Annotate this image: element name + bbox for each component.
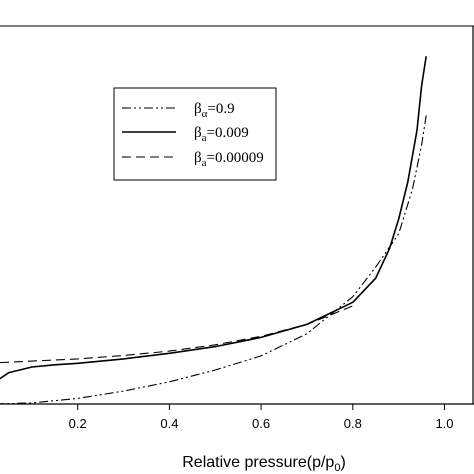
legend: βα=0.9 βa=0.009 βa=0.00009 xyxy=(113,87,277,181)
legend-box xyxy=(113,87,277,181)
legend-beta: β xyxy=(194,101,202,117)
legend-sub: a xyxy=(202,157,207,169)
legend-value: =0.009 xyxy=(207,125,249,141)
series-line-solid xyxy=(0,56,427,380)
x-axis-label-main: Relative pressure(p/p xyxy=(182,454,334,471)
x-axis-label: Relative pressure(p/p0) xyxy=(182,454,346,474)
x-tick-label: 0.8 xyxy=(344,416,362,431)
legend-beta: β xyxy=(194,125,202,141)
x-tick-label: 0.2 xyxy=(69,416,87,431)
legend-value: =0.00009 xyxy=(207,150,264,166)
legend-sub: α xyxy=(202,108,208,120)
legend-sub: a xyxy=(202,132,207,144)
legend-entry-beta-alpha-0.9: βα=0.9 xyxy=(122,101,235,120)
x-axis-ticks: 0.2 0.4 0.6 0.8 1.0 xyxy=(69,404,454,431)
x-axis-label-close: ) xyxy=(340,454,345,471)
series-layer xyxy=(0,56,427,405)
legend-entry-beta-a-0.009: βa=0.009 xyxy=(122,125,249,144)
legend-beta: β xyxy=(194,150,202,166)
legend-label: βa=0.009 xyxy=(194,125,249,144)
legend-label: βα=0.9 xyxy=(194,101,235,120)
x-tick-label: 0.6 xyxy=(252,416,270,431)
series-line-dash-dot-dot xyxy=(0,115,427,405)
x-tick-label: 0.4 xyxy=(160,416,178,431)
series-line-dashed xyxy=(0,305,354,364)
legend-label: βa=0.00009 xyxy=(194,150,264,169)
legend-value: =0.9 xyxy=(207,101,234,117)
x-axis-label-sub: 0 xyxy=(334,462,340,474)
x-tick-label: 1.0 xyxy=(435,416,453,431)
legend-entry-beta-a-0.00009: βa=0.00009 xyxy=(122,150,264,169)
plot-frame xyxy=(0,26,474,405)
